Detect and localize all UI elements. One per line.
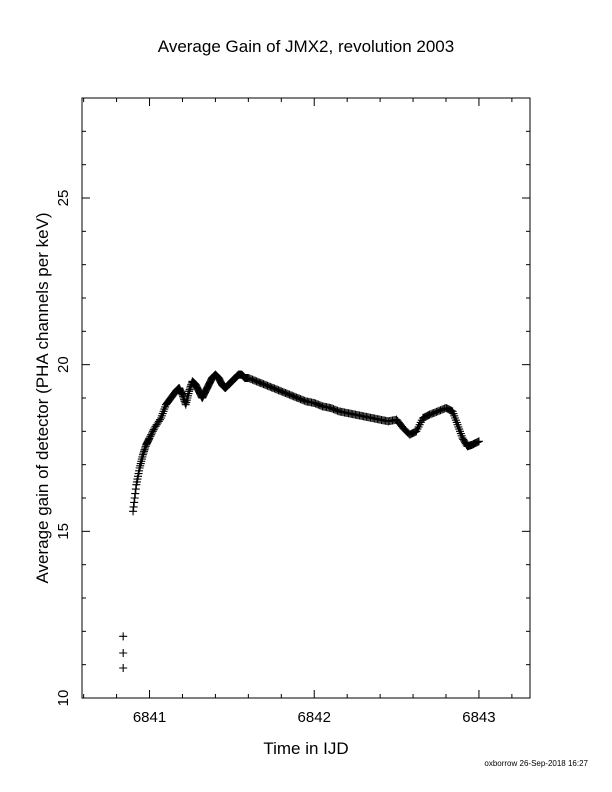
- data-point: [119, 664, 128, 672]
- data-point: [155, 415, 164, 424]
- data-point: [473, 437, 482, 446]
- axis-tick-labels: 6841 6842 6843 10 15 20 25: [55, 190, 496, 726]
- chart-title: Average Gain of JMX2, revolution 2003: [158, 37, 454, 56]
- data-point: [148, 429, 156, 437]
- data-point: [149, 425, 158, 434]
- y-tick-label: 10: [55, 690, 72, 707]
- data-point: [148, 427, 157, 436]
- data-point: [119, 632, 128, 641]
- y-axis-label: Average gain of detector (PHA channels p…: [33, 212, 52, 583]
- x-tick-label: 6841: [133, 709, 166, 726]
- data-point: [119, 649, 128, 657]
- data-points: [119, 370, 483, 672]
- x-tick-label: 6842: [298, 709, 331, 726]
- axis-ticks: [82, 97, 530, 699]
- data-point: [145, 434, 154, 442]
- data-point: [147, 430, 156, 439]
- y-tick-label: 25: [55, 190, 72, 207]
- data-point: [474, 437, 483, 446]
- credit-text: oxborrow 26-Sep-2018 16:27: [484, 759, 588, 768]
- data-point: [146, 432, 155, 441]
- y-tick-label: 20: [55, 356, 72, 373]
- x-tick-label: 6843: [462, 709, 495, 726]
- x-axis-label: Time in IJD: [263, 739, 348, 758]
- y-tick-label: 15: [55, 523, 72, 540]
